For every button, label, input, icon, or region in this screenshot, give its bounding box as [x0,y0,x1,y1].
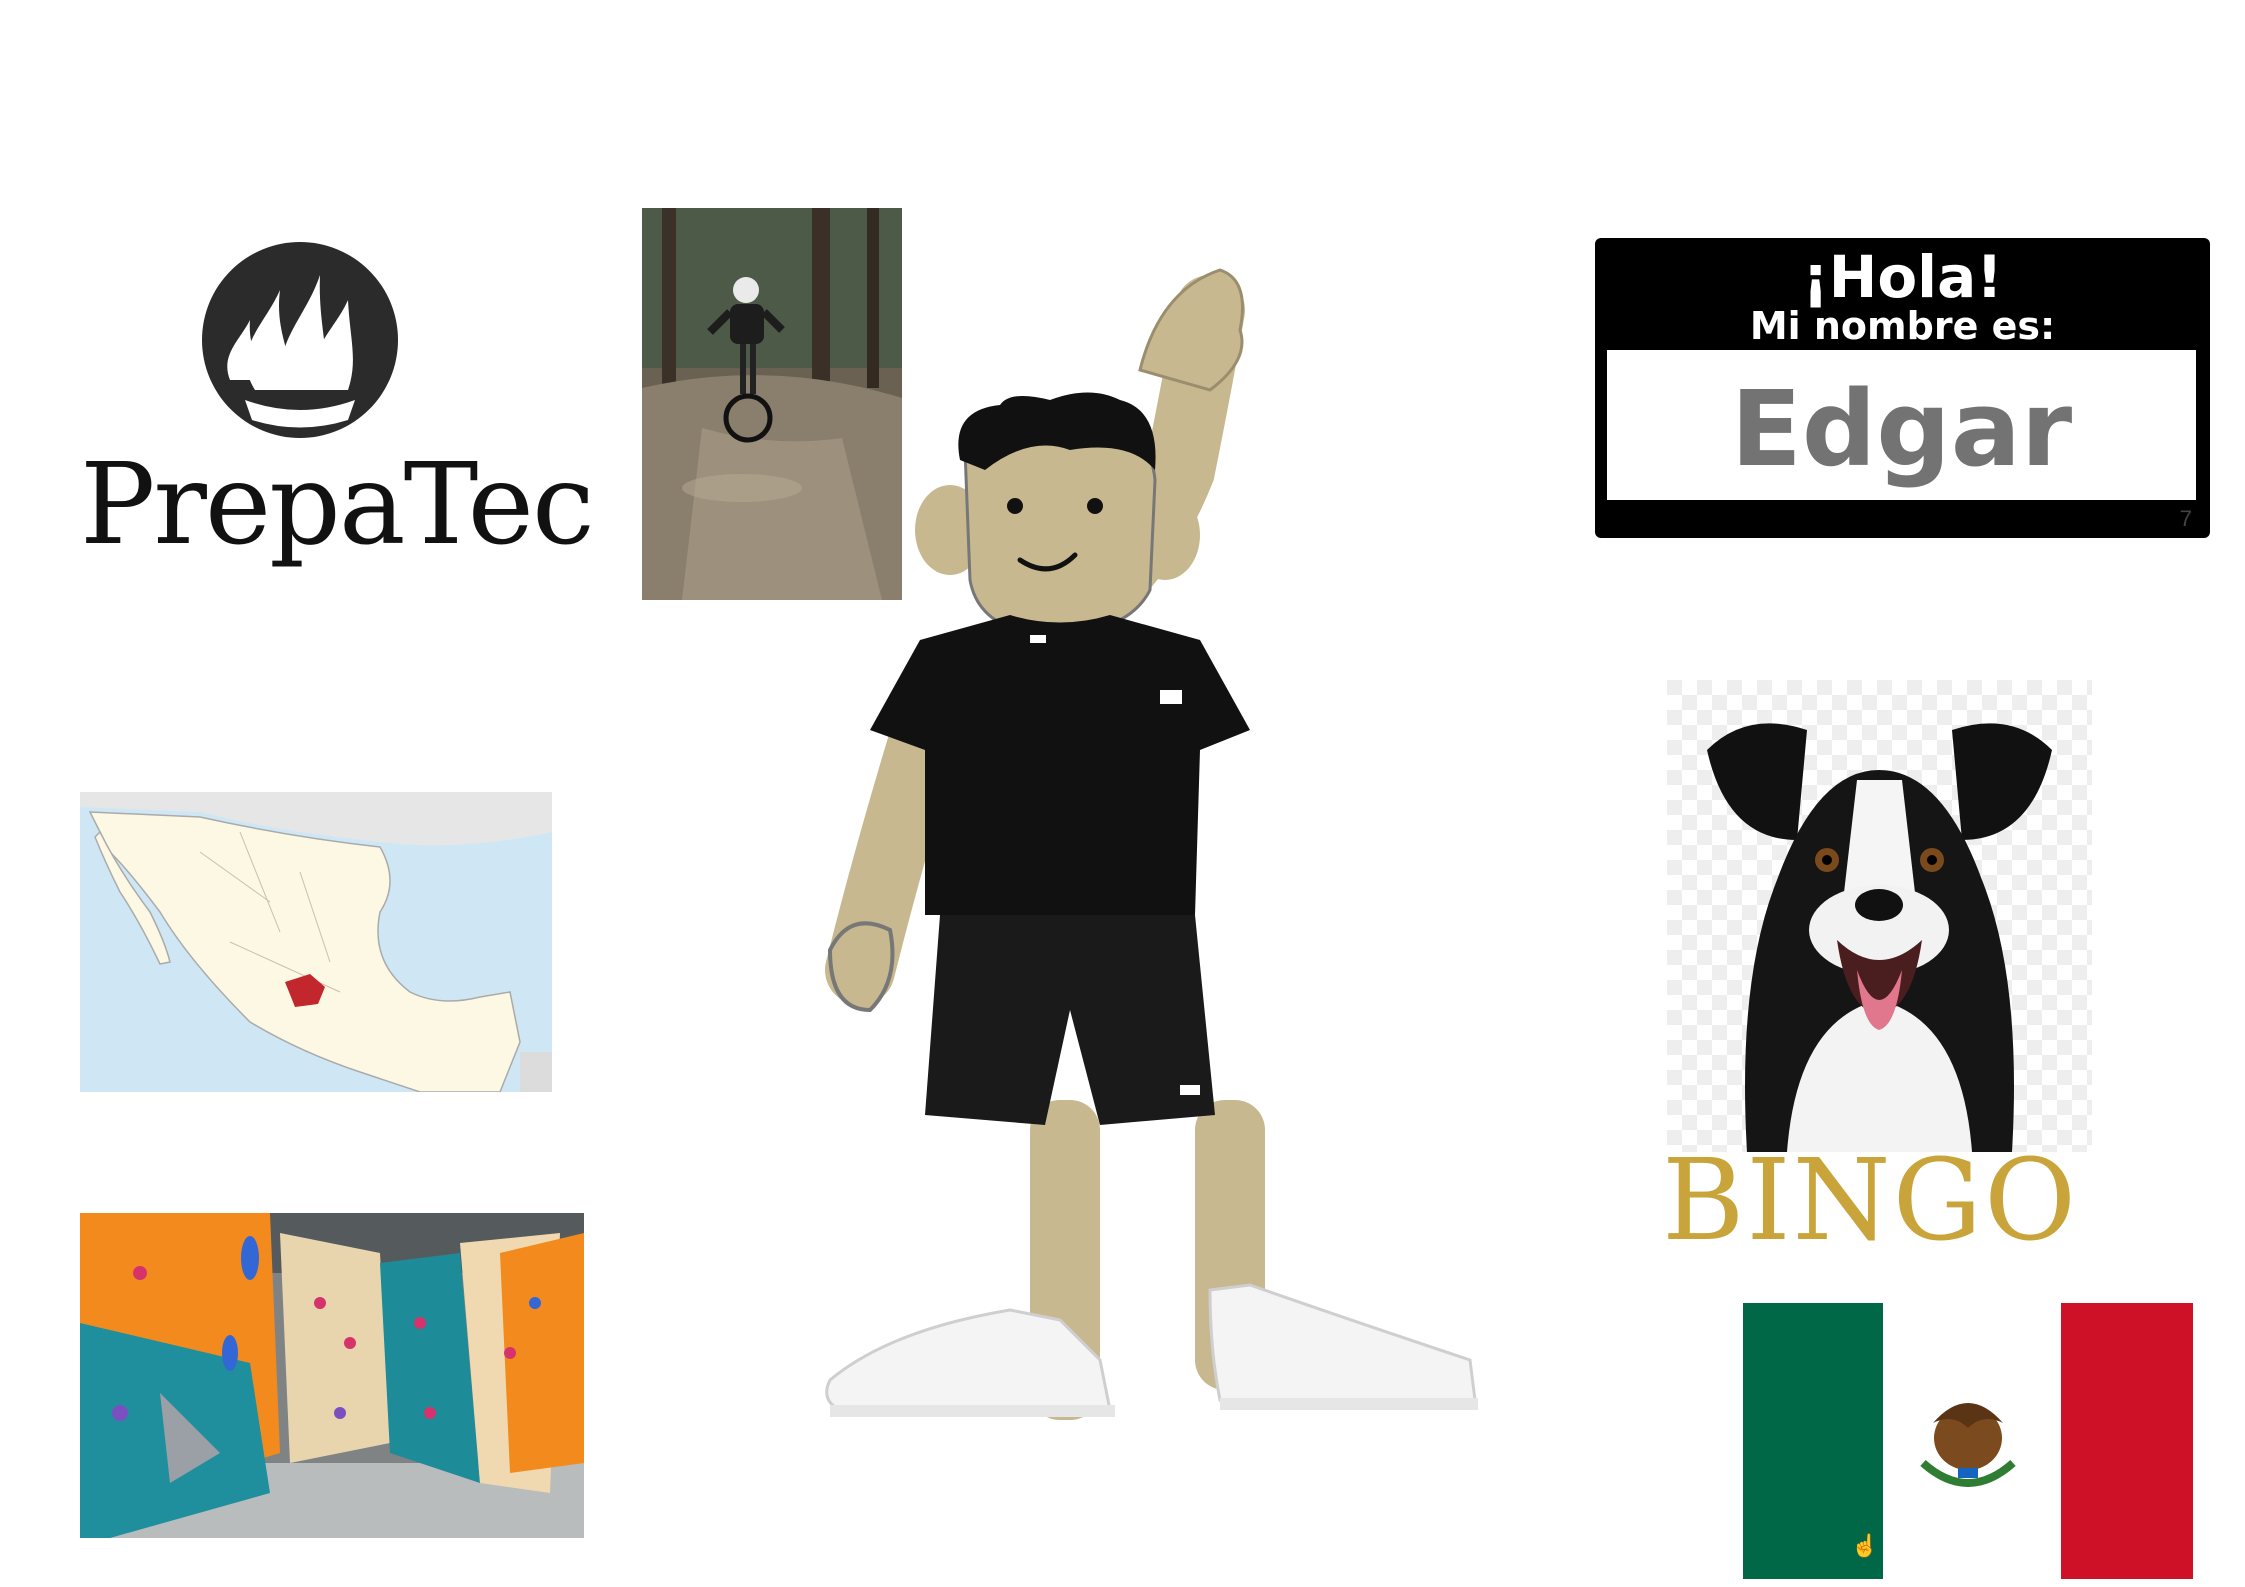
mouse-pointer-icon: ☝ [1851,1533,1879,1558]
prepatec-wordmark: PrepaTec [80,440,595,570]
prepatec-logo: PrepaTec [80,230,595,570]
name-tag-name: Edgar [1730,368,2073,490]
flag-green-stripe [1743,1303,1883,1579]
name-tag-corner-number: 7 [2179,506,2192,531]
name-tag-box: Edgar [1607,350,2196,500]
name-tag: ¡Hola! Mi nombre es: Edgar 7 [1595,238,2210,538]
torch-flame-icon [202,242,398,438]
name-tag-subtitle: Mi nombre es: [1749,304,2056,348]
person-illustration [810,250,1510,1450]
mountain-bike-photo [642,208,902,600]
border-collie-illustration [1667,680,2092,1152]
flag-red-stripe [2061,1303,2193,1579]
eagle-emblem-icon [1920,1403,2016,1487]
mexico-flag: ☝ [1743,1303,2193,1579]
name-tag-greeting: ¡Hola! [1802,243,2003,311]
mexico-map [80,792,552,1092]
bouldering-gym-photo [80,1213,584,1538]
dog-name-caption: BINGO [1662,1136,2078,1266]
